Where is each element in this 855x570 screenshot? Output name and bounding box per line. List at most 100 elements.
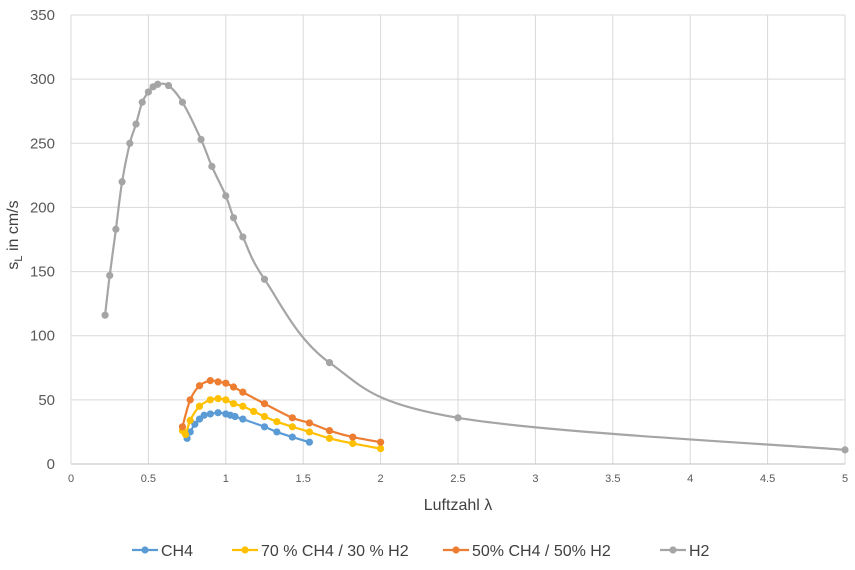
legend-label: 50% CH4 / 50% H2 bbox=[472, 543, 611, 560]
data-point bbox=[841, 446, 849, 454]
data-point bbox=[206, 410, 214, 418]
legend-item: CH4 bbox=[132, 543, 193, 560]
grid-lines bbox=[71, 14, 846, 464]
y-axis-title-main: s bbox=[5, 262, 22, 270]
data-point bbox=[178, 423, 187, 431]
y-tick-label: 200 bbox=[30, 199, 55, 216]
data-point bbox=[195, 402, 204, 410]
data-point bbox=[132, 120, 140, 128]
legend: CH4 70 % CH4 / 30 % H2 50% CH4 / 50% H2 H2 bbox=[132, 543, 710, 560]
data-point bbox=[178, 98, 187, 106]
legend-swatch-marker bbox=[669, 546, 677, 554]
data-point bbox=[195, 382, 204, 390]
data-point bbox=[144, 88, 152, 96]
legend-swatch-marker bbox=[241, 546, 249, 554]
series-ch4 bbox=[183, 409, 313, 446]
legend-item: 70 % CH4 / 30 % H2 bbox=[232, 543, 409, 560]
legend-label: CH4 bbox=[161, 543, 193, 560]
data-point bbox=[229, 383, 238, 391]
data-point bbox=[112, 225, 120, 233]
y-tick-label: 0 bbox=[47, 456, 55, 473]
data-point bbox=[239, 415, 247, 423]
data-point bbox=[349, 433, 357, 441]
data-point bbox=[200, 411, 208, 419]
data-point bbox=[222, 192, 230, 200]
legend-item: 50% CH4 / 50% H2 bbox=[443, 543, 611, 560]
data-point bbox=[325, 427, 334, 435]
axes bbox=[70, 15, 845, 465]
data-point bbox=[260, 412, 269, 421]
data-point bbox=[214, 378, 222, 386]
y-tick-label: 150 bbox=[30, 264, 55, 281]
data-point bbox=[181, 430, 190, 439]
data-point bbox=[305, 428, 313, 436]
data-point bbox=[325, 434, 334, 442]
data-point bbox=[454, 414, 462, 422]
series-layer bbox=[101, 80, 849, 454]
data-point bbox=[288, 414, 296, 422]
data-point bbox=[239, 388, 247, 396]
data-point bbox=[273, 428, 281, 436]
y-axis-title-rest: in cm/s bbox=[5, 200, 22, 255]
data-point bbox=[138, 98, 146, 106]
data-point bbox=[126, 139, 134, 147]
data-point bbox=[208, 162, 216, 170]
data-point bbox=[288, 423, 296, 431]
tick-labels: 0 0.5 1 1.5 2 2.5 3 3.5 4 4.5 50501001502002503003… bbox=[30, 7, 848, 485]
data-point bbox=[260, 275, 269, 283]
x-tick-label: 0 bbox=[68, 473, 74, 485]
y-tick-label: 350 bbox=[30, 7, 55, 24]
data-point bbox=[118, 178, 126, 186]
series-line bbox=[103, 82, 846, 451]
data-point bbox=[288, 433, 296, 441]
data-point bbox=[305, 419, 313, 427]
data-point bbox=[273, 418, 281, 426]
data-point bbox=[250, 407, 258, 416]
data-point bbox=[101, 311, 109, 319]
x-tick-label: 2 bbox=[378, 473, 384, 485]
series-h2 bbox=[101, 80, 849, 454]
x-tick-label: 5 bbox=[842, 473, 848, 485]
data-point bbox=[186, 416, 194, 424]
data-point bbox=[186, 396, 194, 404]
data-point bbox=[222, 396, 230, 404]
data-point bbox=[239, 233, 247, 241]
legend-label: 70 % CH4 / 30 % H2 bbox=[261, 543, 409, 560]
y-tick-label: 50 bbox=[38, 392, 55, 409]
data-point bbox=[325, 359, 334, 367]
x-tick-label: 3.5 bbox=[605, 473, 620, 485]
data-point bbox=[377, 438, 385, 446]
data-point bbox=[214, 394, 222, 403]
data-point bbox=[154, 80, 162, 88]
data-point bbox=[222, 379, 230, 387]
data-point bbox=[164, 81, 173, 90]
data-point bbox=[239, 402, 247, 410]
x-tick-label: 1.5 bbox=[296, 473, 311, 485]
data-point bbox=[260, 400, 269, 408]
series-50-ch4-50-h2 bbox=[178, 377, 385, 446]
data-point bbox=[229, 400, 238, 408]
y-tick-label: 300 bbox=[30, 71, 55, 88]
data-point bbox=[377, 445, 385, 453]
data-point bbox=[197, 135, 205, 144]
legend-swatch-marker bbox=[141, 546, 149, 554]
x-tick-label: 3 bbox=[532, 473, 538, 485]
legend-label: H2 bbox=[689, 543, 710, 560]
data-point bbox=[260, 423, 269, 431]
legend-item: H2 bbox=[660, 543, 710, 560]
x-tick-label: 4 bbox=[687, 473, 693, 485]
data-point bbox=[349, 439, 357, 448]
data-point bbox=[305, 438, 313, 446]
x-axis-title: Luftzahl λ bbox=[424, 497, 492, 514]
y-tick-label: 100 bbox=[30, 328, 55, 345]
data-point bbox=[214, 409, 222, 417]
y-axis-title-sub: L bbox=[13, 256, 25, 262]
data-point bbox=[231, 412, 239, 421]
data-point bbox=[106, 271, 114, 280]
series-70-ch4-30-h2 bbox=[178, 394, 385, 453]
legend-swatch-marker bbox=[452, 546, 460, 554]
data-point bbox=[206, 377, 214, 385]
data-point bbox=[229, 214, 238, 222]
